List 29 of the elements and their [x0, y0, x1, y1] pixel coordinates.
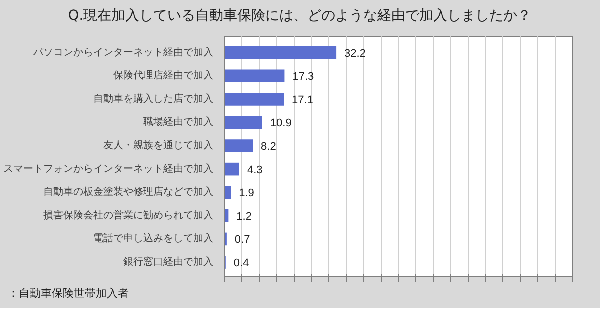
- bar: [224, 70, 285, 83]
- data-label: 8.2: [261, 141, 276, 154]
- bar: [224, 46, 337, 60]
- data-label: 1.9: [239, 188, 254, 200]
- y-tick-label: パソコンからインターネット経由で加入: [32, 46, 214, 58]
- bar: [224, 140, 254, 152]
- y-tick-label: 自動車を購入した店で加入: [94, 92, 214, 105]
- data-label: 17.1: [292, 94, 314, 106]
- y-tick-label: 損害保険会社の営業に勧められて加入: [44, 209, 214, 222]
- data-label: 32.2: [344, 48, 366, 60]
- chart-title: Q.現在加入している自動車保険には、どのような経由で加入しましたか？: [68, 7, 532, 26]
- data-label: 0.7: [234, 234, 250, 246]
- data-label: 4.3: [247, 164, 263, 176]
- y-tick-label: 自動車の板金塗装や修理店などで加入: [44, 186, 214, 198]
- y-tick-label: 保険代理店経由で加入: [114, 70, 214, 82]
- data-label: 0.4: [234, 258, 250, 270]
- bar: [224, 93, 284, 106]
- data-label: 1.2: [236, 210, 252, 223]
- text: ：自動車保険世帯加入者: [8, 286, 129, 302]
- bar: [224, 186, 232, 200]
- bar: [224, 116, 262, 130]
- data-label: 10.9: [270, 118, 292, 130]
- y-tick-label: スマートフォンからインターネット経由で加入: [4, 162, 214, 175]
- y-tick-label: 銀行窓口経由で加入: [124, 256, 214, 268]
- y-tick-label: 電話で申し込みをして加入: [94, 232, 214, 245]
- data-label: 17.3: [292, 71, 314, 84]
- y-tick-label: 友人・親族を通じて加入: [104, 140, 214, 152]
- y-tick-label: 職場経由で加入: [144, 116, 214, 128]
- bar: [224, 162, 240, 176]
